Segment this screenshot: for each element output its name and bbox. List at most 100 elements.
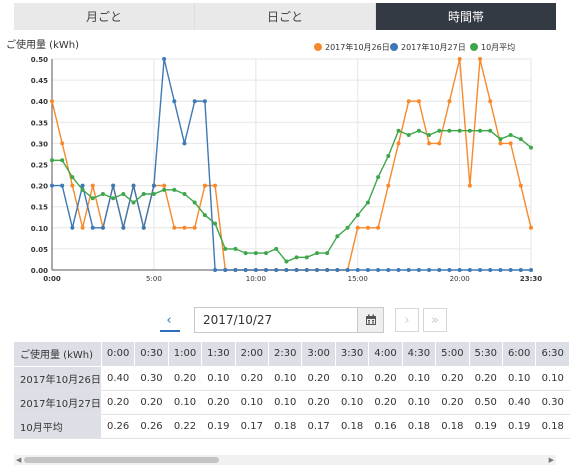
table-cell: 0.17 — [301, 414, 336, 439]
data-point — [90, 183, 95, 188]
prev-day-underline — [160, 330, 180, 332]
data-point — [478, 268, 483, 272]
table-row: 10月平均 0.26 0.26 0.22 0.19 0.17 0.18 0.17… — [14, 414, 570, 439]
data-point — [355, 225, 360, 230]
data-point — [213, 268, 218, 272]
legend-label: 2017年10月26日 — [325, 42, 390, 52]
column-header: 6:00 — [502, 342, 537, 367]
data-point — [376, 175, 381, 180]
scroll-right-icon[interactable]: ▶ — [548, 456, 554, 464]
data-point — [50, 158, 54, 163]
data-point — [508, 141, 513, 146]
data-point — [151, 183, 156, 188]
x-tick-label: 23:30 — [520, 275, 542, 283]
table-header-label: ご使用量 (kWh) — [14, 342, 102, 367]
data-point — [529, 225, 533, 230]
data-point — [111, 196, 116, 201]
data-point — [100, 192, 105, 197]
scrollbar-thumb[interactable] — [24, 457, 219, 463]
calendar-button[interactable] — [357, 308, 383, 332]
data-point — [192, 99, 197, 104]
next-day-button[interactable]: › — [395, 308, 419, 332]
table-cell: 0.16 — [368, 414, 403, 439]
data-point — [80, 183, 85, 188]
table-cell: 0.19 — [201, 414, 236, 439]
data-point — [243, 268, 248, 272]
data-point — [162, 183, 167, 188]
data-point — [376, 268, 381, 272]
data-point — [294, 268, 299, 272]
x-tick-label: 20:00 — [450, 275, 470, 283]
table-cell: 0.18 — [335, 414, 370, 439]
data-point — [365, 268, 370, 272]
table-cell: 0.10 — [535, 366, 570, 391]
data-point — [304, 268, 309, 272]
data-point — [478, 128, 483, 133]
data-point — [213, 221, 218, 226]
column-header: 1:30 — [201, 342, 236, 367]
column-header: 5:00 — [435, 342, 470, 367]
legend-label: 10月平均 — [481, 42, 515, 52]
data-point — [90, 225, 95, 230]
y-tick-label: 0.25 — [31, 162, 48, 170]
chevron-left-icon: ‹ — [166, 312, 172, 328]
y-tick-label: 0.50 — [31, 56, 48, 64]
table-cell: 0.10 — [502, 366, 537, 391]
row-label: 2017年10月27日 — [14, 390, 102, 415]
data-point — [437, 128, 442, 133]
x-tick-label: 15:00 — [348, 275, 368, 283]
data-point — [396, 128, 401, 133]
column-header: 5:30 — [469, 342, 503, 367]
data-point — [478, 57, 483, 61]
data-point — [488, 128, 493, 133]
data-point — [314, 268, 319, 272]
prev-day-button[interactable]: ‹ — [157, 308, 181, 332]
data-point — [325, 251, 330, 256]
data-point — [355, 268, 360, 272]
data-point — [192, 200, 197, 205]
column-header: 2:30 — [268, 342, 303, 367]
table-cell: 0.10 — [335, 390, 370, 415]
data-point — [172, 99, 177, 104]
tab-monthly[interactable]: 月ごと — [14, 3, 195, 30]
data-point — [100, 225, 105, 230]
data-point — [427, 268, 432, 272]
data-point — [488, 268, 493, 272]
data-point — [294, 255, 299, 260]
column-header: 1:00 — [168, 342, 203, 367]
data-point — [529, 145, 533, 150]
data-point — [437, 141, 442, 146]
data-point — [223, 268, 228, 272]
data-point — [121, 225, 126, 230]
data-point — [447, 99, 452, 104]
column-header: 3:00 — [301, 342, 336, 367]
usage-line-chart: ご使用量 (kWh) 0.00 0.05 0.10 0.15 0.20 0.25 0.30 0.… — [6, 38, 542, 283]
row-label: 2017年10月26日 — [14, 366, 102, 391]
tab-hourly[interactable]: 時間帯 — [376, 3, 556, 30]
legend-marker — [390, 43, 398, 51]
data-point — [141, 225, 146, 230]
data-point — [314, 251, 319, 256]
data-point — [131, 183, 136, 188]
data-point — [467, 128, 472, 133]
data-point — [518, 268, 523, 272]
last-day-button[interactable]: » — [423, 308, 447, 332]
table-header-row: ご使用量 (kWh) 0:00 0:30 1:00 1:30 2:00 2:30… — [14, 342, 570, 367]
table-cell: 0.20 — [101, 390, 136, 415]
column-header: 4:00 — [368, 342, 403, 367]
data-point — [253, 268, 258, 272]
scroll-left-icon[interactable]: ◀ — [16, 456, 22, 464]
table-cell: 0.10 — [402, 390, 437, 415]
date-field — [194, 307, 384, 333]
table-cell: 0.10 — [168, 390, 203, 415]
date-input[interactable] — [195, 308, 358, 332]
data-point — [457, 268, 462, 272]
tab-daily[interactable]: 日ごと — [195, 3, 376, 30]
data-point — [60, 158, 65, 163]
table-scrollbar[interactable]: ◀ ▶ — [14, 455, 556, 465]
data-point — [111, 183, 116, 188]
data-point — [70, 225, 75, 230]
data-point — [90, 196, 95, 201]
y-tick-label: 0.15 — [31, 204, 48, 212]
y-tick-label: 0.40 — [31, 98, 48, 106]
